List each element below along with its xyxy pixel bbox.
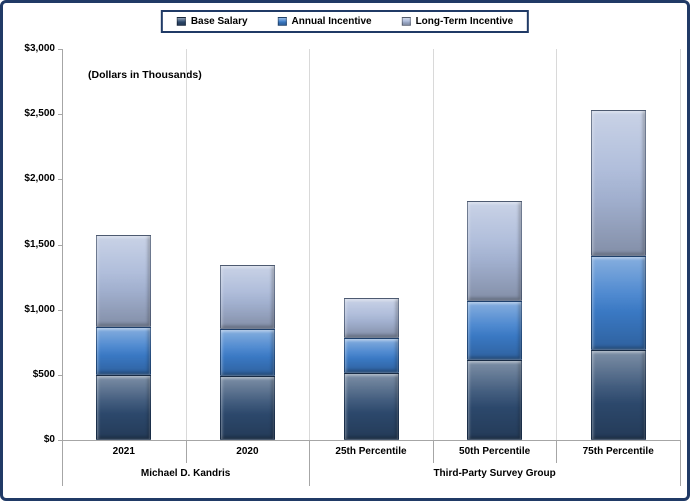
chart-legend: Base Salary Annual Incentive Long-Term Inc… (160, 10, 530, 33)
category-gridline (185, 49, 187, 440)
bar-segment-long-term-incentive-2020 (219, 265, 275, 330)
annual-incentive-swatch-icon (277, 17, 287, 26)
group-boundary-left (62, 440, 63, 486)
legend-label: Annual Incentive (291, 16, 372, 27)
legend-label: Long-Term Incentive (415, 16, 514, 27)
category-gridline (309, 49, 311, 440)
y-tick (58, 49, 62, 50)
group-boundary-right (680, 440, 681, 486)
y-axis (62, 49, 63, 440)
bar-segment-base-salary-75th-percentile (590, 350, 646, 440)
x-axis (62, 440, 681, 441)
y-tick (58, 440, 62, 441)
bar-segment-base-salary-2020 (219, 376, 275, 440)
bar-segment-long-term-incentive-25th-percentile (343, 297, 399, 339)
y-tick-label: $1,000 (24, 303, 55, 315)
y-tick (58, 374, 62, 376)
bar-segment-annual-incentive-2021 (96, 326, 152, 375)
bar-segment-annual-incentive-75th-percentile (590, 255, 646, 351)
bar-segment-long-term-incentive-50th-percentile (467, 200, 523, 302)
base-salary-swatch-icon (176, 17, 186, 26)
x-category-label-50th-percentile: 50th Percentile (459, 446, 531, 457)
y-tick-label: $3,000 (24, 43, 55, 54)
category-separator (556, 440, 558, 463)
y-tick (58, 179, 62, 181)
legend-item-annual-incentive: Annual Incentive (277, 16, 372, 27)
category-separator (432, 440, 434, 463)
y-tick-label: $500 (32, 368, 55, 380)
x-category-label-25th-percentile: 25th Percentile (335, 446, 407, 457)
bar-segment-base-salary-50th-percentile (467, 359, 523, 440)
bar-segment-annual-incentive-25th-percentile (343, 338, 399, 373)
bar-segment-annual-incentive-50th-percentile (467, 301, 523, 360)
y-tick (58, 244, 62, 246)
category-separator (185, 440, 187, 463)
category-gridline (432, 49, 434, 440)
y-tick (58, 114, 62, 116)
category-gridline (680, 49, 681, 440)
bar-segment-annual-incentive-2020 (219, 329, 275, 377)
x-category-label-75th-percentile: 75th Percentile (582, 446, 654, 457)
legend-label: Base Salary (190, 16, 248, 27)
units-annotation: (Dollars in Thousands) (88, 69, 202, 81)
bar-segment-long-term-incentive-2021 (96, 235, 152, 327)
y-tick-label: $2,500 (24, 108, 55, 120)
x-category-label-2021: 2021 (112, 446, 135, 457)
legend-item-long-term-incentive: Long-Term Incentive (401, 16, 514, 27)
bar-segment-base-salary-25th-percentile (343, 372, 399, 440)
group-separator (309, 440, 311, 486)
y-tick (58, 309, 62, 311)
y-tick-label: $1,500 (24, 238, 55, 250)
bar-segment-long-term-incentive-75th-percentile (590, 109, 646, 256)
legend-item-base-salary: Base Salary (176, 16, 248, 27)
y-tick-label: $0 (43, 434, 55, 445)
category-gridline (556, 49, 558, 440)
x-group-label-third-party-survey-group: Third-Party Survey Group (433, 468, 556, 479)
x-category-label-2020: 2020 (236, 446, 259, 457)
bar-segment-base-salary-2021 (96, 374, 152, 440)
long-term-incentive-swatch-icon (401, 17, 411, 26)
y-tick-label: $2,000 (24, 173, 55, 185)
x-group-label-michael-d-kandris: Michael D. Kandris (140, 468, 231, 479)
